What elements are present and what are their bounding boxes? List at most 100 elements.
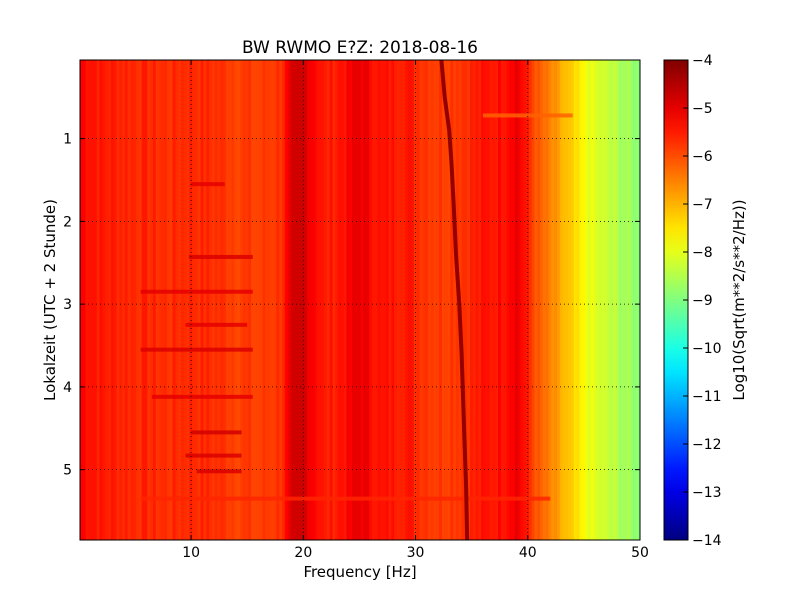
heatmap-column (461, 60, 465, 540)
heatmap-column (495, 60, 499, 540)
heatmap-band-row (140, 289, 253, 294)
heatmap-column (267, 60, 272, 540)
heatmap-column (124, 60, 129, 540)
heatmap-column (478, 60, 482, 540)
heatmap-column (329, 60, 334, 540)
heatmap-column (627, 60, 631, 540)
heatmap-column (298, 60, 303, 540)
heatmap-column (203, 60, 207, 540)
heatmap-column (82, 60, 87, 540)
heatmap-column (231, 60, 235, 540)
heatmap-column (472, 60, 477, 540)
heatmap-column (287, 60, 292, 540)
heatmap-column (99, 60, 104, 540)
colorbar-tick-label: −8 (692, 245, 713, 261)
heatmap-column (621, 60, 625, 540)
heatmap-column (349, 60, 353, 540)
heatmap-column (116, 60, 120, 540)
heatmap-column (354, 60, 359, 540)
heatmap-column (96, 60, 101, 540)
heatmap-column (545, 60, 550, 540)
heatmap-column (554, 60, 558, 540)
heatmap-column (377, 60, 381, 540)
heatmap-column (380, 60, 384, 540)
colorbar-tick-label: −14 (692, 533, 722, 549)
heatmap-column (265, 60, 269, 540)
heatmap-column (166, 60, 171, 540)
heatmap-column (332, 60, 336, 540)
heatmap-column (220, 60, 224, 540)
heatmap-column (80, 60, 84, 540)
y-tick-label: 4 (63, 380, 72, 396)
heatmap-column (464, 60, 468, 540)
heatmap-band-row (191, 182, 225, 187)
heatmap-column (290, 60, 294, 540)
heatmap-column (528, 60, 533, 540)
heatmap-column (144, 60, 148, 540)
heatmap-column (534, 60, 538, 540)
heatmap-column (444, 60, 449, 540)
heatmap-column (604, 60, 609, 540)
heatmap-band-row (482, 113, 573, 118)
heatmap-column (556, 60, 561, 540)
heatmap-column (596, 60, 600, 540)
x-tick-label: 20 (294, 545, 312, 561)
heatmap-column (307, 60, 311, 540)
heatmap-column (618, 60, 623, 540)
heatmap-column (217, 60, 221, 540)
heatmap-column (335, 60, 339, 540)
heatmap-column (394, 60, 398, 540)
heatmap-column (512, 60, 516, 540)
heatmap-column (576, 60, 580, 540)
heatmap-column (262, 60, 266, 540)
colorbar-tick-label: −13 (692, 485, 722, 501)
heatmap-column (436, 60, 440, 540)
heatmap-column (225, 60, 230, 540)
heatmap-column (402, 60, 407, 540)
heatmap-column (273, 60, 277, 540)
heatmap-band-row (196, 469, 242, 474)
heatmap-column (155, 60, 160, 540)
colorbar-tick-label: −7 (692, 197, 713, 213)
heatmap-column (366, 60, 370, 540)
heatmap-column (629, 60, 634, 540)
heatmap-column (200, 60, 205, 540)
heatmap-column (310, 60, 314, 540)
y-axis-ticks: 1 2 3 4 5 (63, 132, 640, 479)
heatmap-column (312, 60, 317, 540)
heatmap-column (425, 60, 429, 540)
heatmap-column (585, 60, 589, 540)
heatmap-column (110, 60, 115, 540)
heatmap-column (164, 60, 168, 540)
heatmap-column (296, 60, 300, 540)
heatmap-column (192, 60, 196, 540)
heatmap-column (391, 60, 395, 540)
heatmap-column (357, 60, 362, 540)
heatmap-column (433, 60, 437, 540)
heatmap-column (632, 60, 637, 540)
heatmap-column (340, 60, 345, 540)
heatmap-column (408, 60, 412, 540)
heatmap-column (279, 60, 283, 540)
heatmap-column (399, 60, 404, 540)
heatmap-column (315, 60, 320, 540)
heatmap-column (211, 60, 216, 540)
x-axis-ticks: 10 20 30 40 50 (182, 60, 649, 561)
heatmap-column (430, 60, 435, 540)
heatmap-column (579, 60, 583, 540)
heatmap-column (422, 60, 426, 540)
heatmap-column (181, 60, 185, 540)
heatmap-column (108, 60, 112, 540)
heatmap-column (223, 60, 227, 540)
heatmap-column (138, 60, 143, 540)
heatmap-column (113, 60, 118, 540)
colorbar-tick-label: −5 (692, 101, 713, 117)
heatmap-column (469, 60, 474, 540)
heatmap-column (565, 60, 569, 540)
heatmap-column (520, 60, 524, 540)
heatmap-column (562, 60, 566, 540)
heatmap-column (416, 60, 421, 540)
plot-frame (79, 59, 641, 541)
heatmap-column (537, 60, 541, 540)
heatmap-band-row (185, 322, 248, 327)
